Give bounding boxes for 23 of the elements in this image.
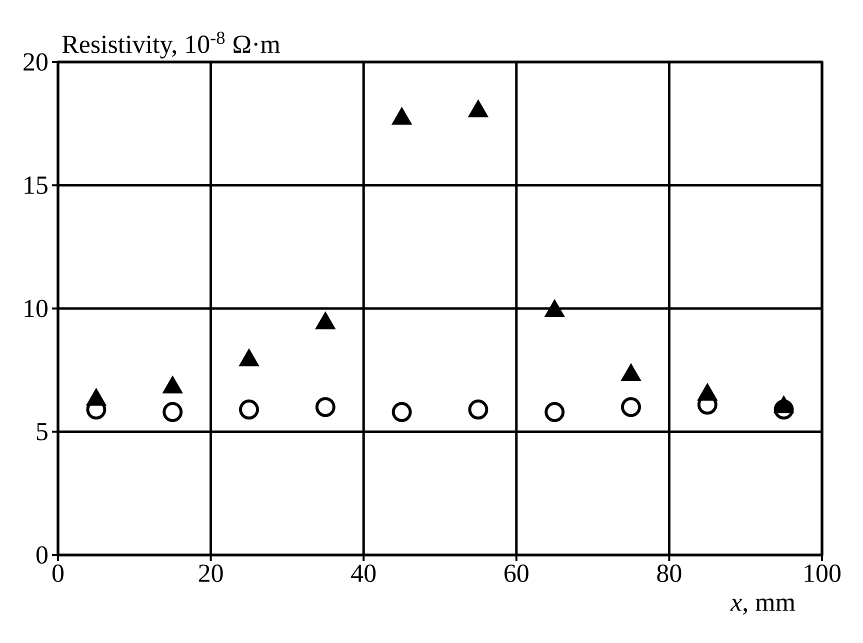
x-axis-title: x, mm [730,598,796,615]
point [392,402,412,422]
y-tick-label: 10 [24,300,48,318]
x-tick-label: 0 [52,564,64,582]
y-axis-title: Resistivity, 10$^{-8}$ Ω·m [62,32,280,58]
x-tick-label: 40 [351,564,376,582]
point [392,107,412,125]
x-tick-label: 60 [504,564,528,582]
point [162,402,183,422]
y-tick-label: 15 [24,176,48,194]
y-tick-label: 20 [24,53,48,71]
point [315,397,336,418]
point [544,402,565,422]
point [774,400,794,420]
y-tick-label: 0 [36,546,48,564]
point [239,400,260,420]
point [468,400,488,420]
x-tick-label: 80 [657,564,682,582]
x-tick-label: 20 [198,564,223,582]
x-tick-label: 100 [804,564,841,582]
y-tick-label: 5 [36,423,48,440]
point [468,100,488,118]
point [621,397,641,418]
